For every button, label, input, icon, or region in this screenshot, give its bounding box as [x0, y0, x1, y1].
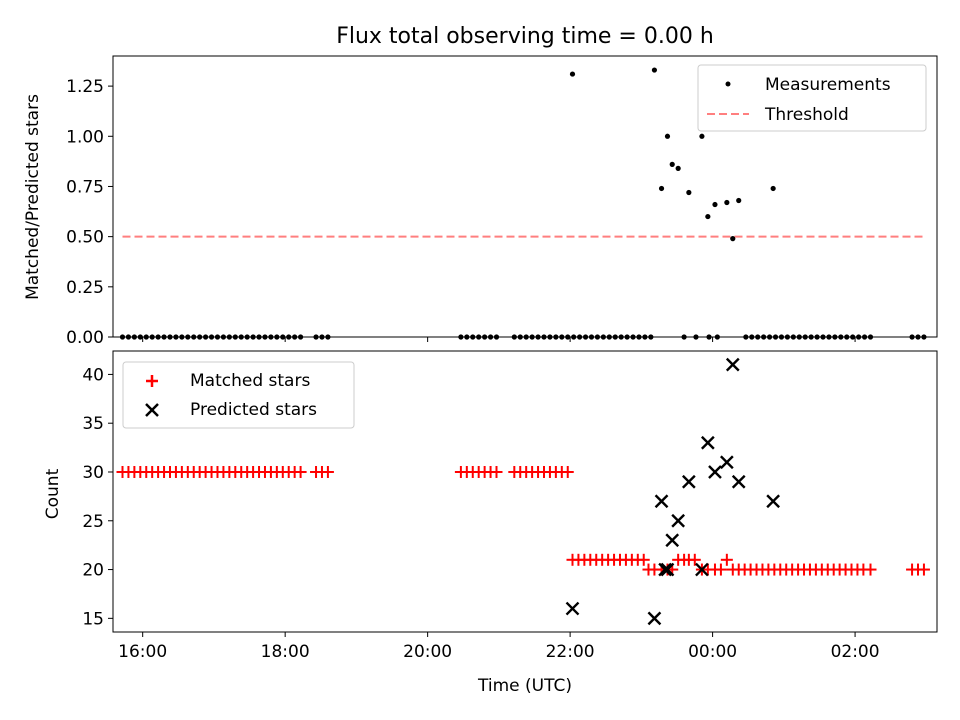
legend-box-bottom [122, 361, 355, 429]
x-tick-label: 22:00 [546, 642, 595, 662]
matched-star-point [917, 563, 930, 576]
predicted-star-point [658, 562, 672, 577]
predicted-star-point [665, 533, 680, 548]
matched-star-point [321, 465, 334, 478]
legend-marker-matched [146, 375, 158, 387]
top-legend: Measurements Threshold [697, 64, 927, 132]
top-y-axis: 0.00 0.25 0.50 0.75 1.00 1.25 [66, 77, 113, 348]
panel-bottom-count: 15 20 25 30 35 40 16:00 18:00 20:00 22:00 00:00 02… [43, 350, 938, 696]
legend-box-top [697, 64, 927, 132]
y-tick-label: 15 [82, 609, 104, 629]
matched-star-point [720, 553, 733, 566]
measurement-point [658, 185, 665, 192]
x-tick-label: 20:00 [403, 642, 452, 662]
legend-label-matched: Matched stars [190, 371, 310, 391]
measurement-point [730, 236, 736, 242]
bottom-series-layer [116, 357, 930, 626]
x-tick-label: 02:00 [831, 642, 880, 662]
x-tick-label: 18:00 [261, 642, 310, 662]
predicted-star-point [695, 562, 709, 577]
legend-label-predicted: Predicted stars [190, 400, 317, 420]
bottom-y-axis-label: Count [43, 468, 63, 519]
y-tick-label: 25 [82, 512, 104, 532]
measurement-point [736, 197, 742, 204]
y-tick-label: 20 [82, 561, 104, 581]
measurement-point [669, 161, 675, 167]
predicted-star-point [766, 494, 780, 509]
y-tick-label: 0.50 [66, 228, 104, 248]
matched-star-point [714, 563, 727, 576]
matched-star-point [294, 465, 307, 478]
y-tick-label: 1.00 [66, 127, 104, 147]
predicted-star-point [708, 465, 722, 479]
bottom-x-axis: 16:00 18:00 20:00 22:00 00:00 02:00 [118, 632, 880, 662]
top-y-axis-label: Matched/Predicted stars [23, 94, 43, 300]
plot-frame-top [112, 55, 938, 338]
plot-frame-bottom [112, 350, 938, 633]
predicted-star-point [654, 494, 669, 509]
y-tick-label: 1.25 [66, 77, 104, 97]
measurement-point [651, 67, 658, 73]
legend-marker-predicted [145, 403, 159, 417]
y-tick-label: 35 [82, 414, 104, 434]
matched-star-point [688, 553, 701, 566]
matched-star-point [864, 563, 877, 576]
top-x-axis [142, 337, 856, 342]
matched-star-point [490, 465, 503, 478]
predicted-star-point [731, 474, 746, 489]
measurement-point [664, 133, 671, 139]
matched-star-point [561, 465, 574, 478]
predicted-star-point [660, 562, 675, 577]
y-tick-label: 30 [82, 463, 104, 483]
measurement-point [675, 165, 681, 171]
panel-top-ratio: 0.00 0.25 0.50 0.75 1.00 1.25 Matched/Predict… [23, 55, 938, 348]
y-tick-label: 0.00 [66, 328, 104, 348]
predicted-star-point [565, 601, 580, 616]
y-tick-label: 0.25 [66, 278, 104, 298]
x-axis-label: Time (UTC) [477, 676, 572, 696]
measurement-point [699, 133, 705, 139]
measurement-point [569, 71, 576, 77]
top-series-layer [119, 67, 927, 340]
predicted-star-point [725, 357, 740, 372]
measurement-point [770, 185, 776, 192]
measurement-point [724, 199, 730, 206]
legend-label-threshold: Threshold [764, 105, 849, 125]
measurement-point [705, 213, 711, 220]
predicted-star-point [647, 611, 662, 626]
x-tick-label: 00:00 [688, 642, 737, 662]
predicted-star-point [719, 455, 734, 470]
legend-marker-measurements [725, 81, 731, 87]
x-tick-label: 16:00 [118, 642, 167, 662]
predicted-star-point [700, 435, 715, 450]
y-tick-label: 0.75 [66, 177, 104, 197]
predicted-star-point [671, 513, 686, 528]
bottom-y-axis: 15 20 25 30 35 40 [82, 365, 113, 629]
y-tick-label: 40 [82, 365, 104, 385]
predicted-star-point [682, 474, 696, 489]
legend-label-measurements: Measurements [765, 75, 891, 95]
matched-star-point [637, 553, 650, 566]
chart-title: Flux total observing time = 0.00 h [336, 24, 714, 49]
bottom-legend: Matched stars Predicted stars [122, 361, 355, 429]
measurement-point [686, 189, 692, 196]
measurement-point [712, 201, 718, 208]
